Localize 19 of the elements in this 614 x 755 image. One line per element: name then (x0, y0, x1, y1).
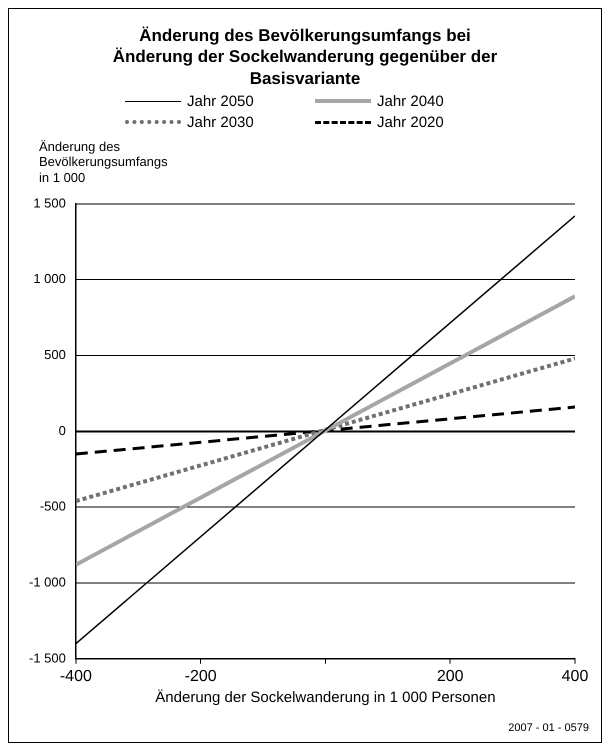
y-tick-label: -1 500 (28, 650, 66, 665)
legend-label: Jahr 2050 (187, 92, 254, 110)
x-axis-title: Änderung der Sockelwanderung in 1 000 Personen (155, 688, 496, 706)
legend-label: Jahr 2040 (377, 92, 444, 110)
x-tick-label: 400 (562, 667, 588, 684)
legend-label: Jahr 2030 (187, 114, 254, 131)
y-tick-label: 1 500 (33, 194, 66, 210)
y-axis-title: Änderung des Bevölkerungsumfangs in 1 000 (39, 138, 169, 186)
y-tick-label: -500 (40, 498, 66, 514)
y-tick-label: 1 000 (33, 270, 66, 286)
chart-title: Änderung des Bevölkerungsumfangs bei Änderung der Sockelwanderung gegenüber der Basisvariante (112, 25, 498, 89)
y-tick-label: 500 (44, 346, 66, 362)
legend-label: Jahr 2020 (377, 114, 444, 131)
x-tick-label: 200 (436, 667, 464, 684)
y-tick-label: -1 000 (28, 574, 66, 590)
x-tick-label: -200 (184, 667, 217, 684)
x-tick-label: -400 (60, 667, 92, 684)
text: 2007 - 01 - 0579 (508, 722, 589, 734)
y-tick-label: 0 (58, 422, 66, 438)
